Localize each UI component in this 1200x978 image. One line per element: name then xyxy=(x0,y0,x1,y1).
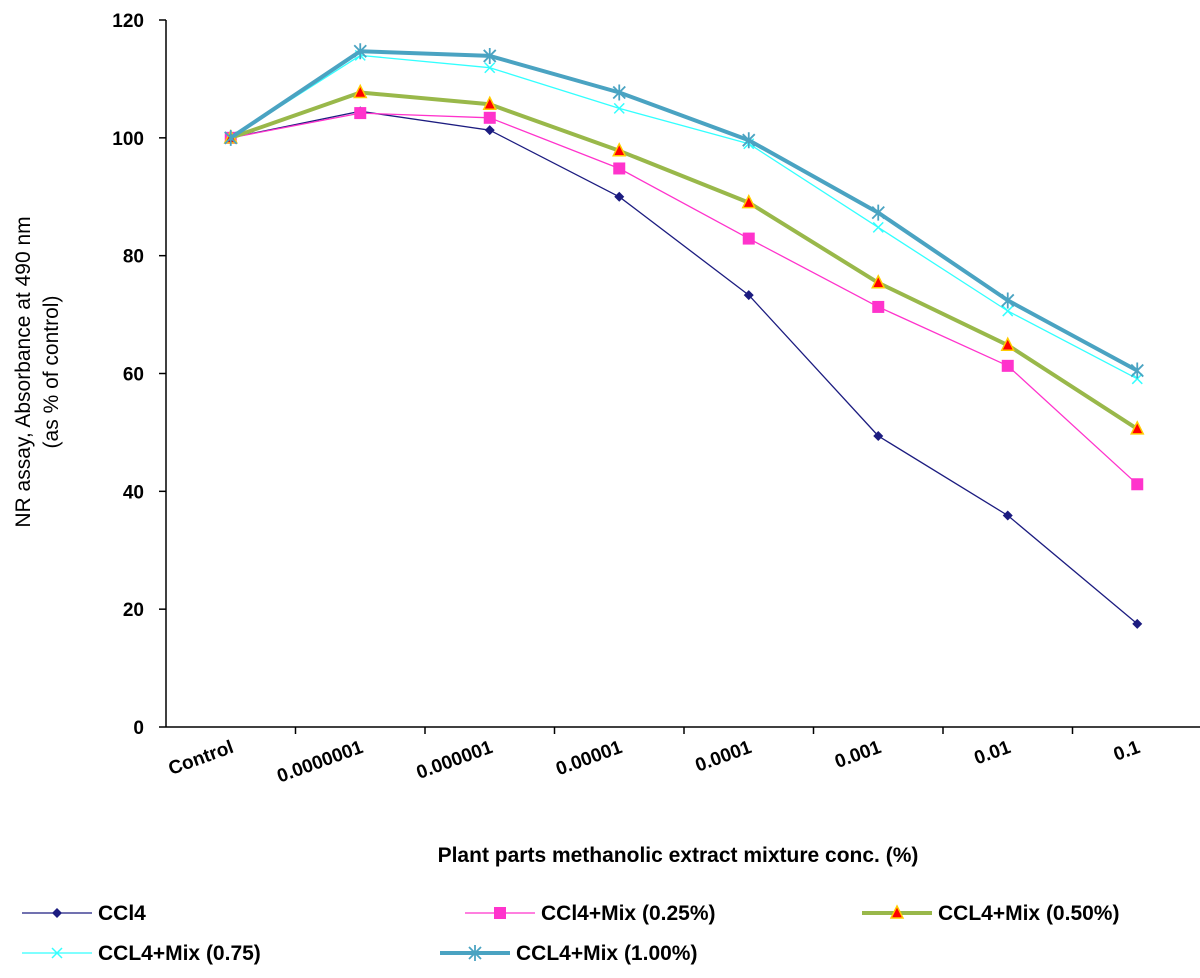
legend-item: CCl4 xyxy=(22,902,146,925)
data-point xyxy=(1000,336,1015,351)
series-3 xyxy=(223,83,1145,435)
series-2 xyxy=(224,107,1144,491)
series-4 xyxy=(225,49,1143,385)
x-tick-label: 0.00001 xyxy=(553,737,625,780)
data-point xyxy=(482,95,497,111)
data-point xyxy=(353,83,368,99)
legend-label: CCl4+Mix (0.25%) xyxy=(541,902,715,925)
data-point xyxy=(741,193,756,209)
data-point xyxy=(353,43,367,60)
data-point xyxy=(871,204,885,221)
data-point xyxy=(872,221,884,233)
legend: CCl4 CCl4+Mix (0.25%) CCL4+Mix (0.50%) CCL4… xyxy=(22,902,1119,965)
x-axis-title: Plant parts methanolic extract mixture c… xyxy=(438,844,919,867)
y-axis-title-line2: (as % of control) xyxy=(40,296,63,449)
y-tick-label: 0 xyxy=(133,718,144,739)
series-line xyxy=(230,90,1139,431)
x-tick-label: 0.001 xyxy=(832,737,884,773)
legend-item: CCl4+Mix (0.25%) xyxy=(465,902,715,925)
data-point xyxy=(742,132,756,149)
y-tick-label: 40 xyxy=(123,482,144,503)
y-tick-labels: 0 20 40 60 80 100 120 xyxy=(112,11,144,739)
series-5 xyxy=(224,43,1144,379)
data-point xyxy=(484,62,496,74)
x-tick-label: 0.01 xyxy=(972,737,1014,770)
y-axis-title-line1: NR assay, Absorbance at 490 nm xyxy=(12,216,35,527)
series-line xyxy=(229,49,1139,373)
legend-label: CCl4 xyxy=(98,902,146,925)
legend-label: CCL4+Mix (1.00%) xyxy=(516,942,697,965)
data-point xyxy=(1002,510,1013,521)
data-point xyxy=(224,129,238,146)
y-tick-label: 120 xyxy=(112,11,144,32)
data-point xyxy=(742,232,755,245)
data-point xyxy=(612,84,626,101)
data-point xyxy=(483,111,496,124)
legend-marker xyxy=(52,908,62,918)
data-point xyxy=(614,191,625,202)
data-point xyxy=(871,274,886,289)
x-tick-labels: Control 0.0000001 0.000001 0.00001 0.0001 0.0… xyxy=(166,737,1144,788)
data-point xyxy=(612,142,627,157)
data-point xyxy=(484,125,495,136)
x-tick-label: 0.1 xyxy=(1111,737,1143,766)
x-tick-label: 0.0000001 xyxy=(274,737,366,788)
data-point xyxy=(873,430,884,441)
data-point xyxy=(483,47,497,64)
legend-item: CCL4+Mix (1.00%) xyxy=(440,942,697,965)
data-point xyxy=(1130,420,1145,435)
data-point xyxy=(743,290,754,301)
legend-marker xyxy=(468,945,482,961)
x-tick-label: 0.0001 xyxy=(693,737,755,777)
series-line xyxy=(230,110,1138,625)
legend-marker xyxy=(889,904,905,919)
legend-marker xyxy=(494,907,506,919)
data-point xyxy=(613,162,626,175)
legend-item: CCL4+Mix (0.50%) xyxy=(862,902,1119,925)
data-point xyxy=(354,107,367,120)
data-point xyxy=(1002,305,1014,317)
data-point xyxy=(1131,478,1144,491)
data-point xyxy=(1001,359,1014,372)
data-point xyxy=(1001,292,1015,309)
data-point xyxy=(1132,618,1143,629)
y-tick-label: 80 xyxy=(123,247,144,268)
data-point xyxy=(1130,362,1144,379)
legend-label: CCL4+Mix (0.50%) xyxy=(938,902,1119,925)
series-layer xyxy=(223,43,1145,629)
y-tick-label: 20 xyxy=(123,600,144,621)
axes xyxy=(159,19,1200,734)
x-tick-label: Control xyxy=(166,737,237,780)
series-line xyxy=(230,54,1138,380)
legend-item: CCL4+Mix (0.75) xyxy=(22,942,261,965)
y-tick-label: 100 xyxy=(112,129,144,150)
y-tick-label: 60 xyxy=(123,365,144,386)
legend-marker xyxy=(51,947,63,959)
series-line xyxy=(230,112,1138,485)
data-point xyxy=(872,300,885,313)
data-point xyxy=(613,102,625,114)
legend-label: CCL4+Mix (0.75) xyxy=(98,942,261,965)
data-point xyxy=(1131,373,1143,385)
x-tick-label: 0.000001 xyxy=(414,737,496,784)
